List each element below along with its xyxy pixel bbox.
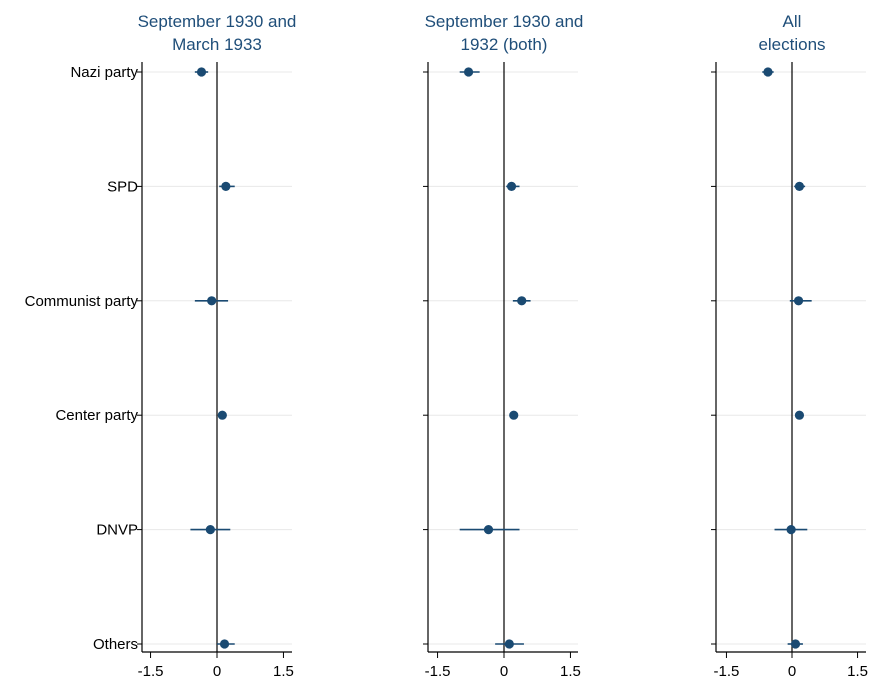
panel-2-point-others: [505, 639, 514, 648]
panel-3-title-line-2: elections: [758, 35, 825, 54]
panel-1-point-spd: [221, 182, 230, 191]
panel-3-title-line-1: All: [783, 12, 802, 31]
panel-3-point-center-party: [795, 411, 804, 420]
panel-2-point-communist-party: [517, 296, 526, 305]
panel-1-title-line-2: March 1933: [172, 35, 262, 54]
panel-3-x-tick-label: 0: [788, 663, 796, 680]
panel-1-x-tick-label: 1.5: [273, 663, 294, 680]
panel-3-x-tick-label: -1.5: [714, 663, 740, 680]
panel-1-title-line-1: September 1930 and: [138, 12, 297, 31]
panel-1-x-tick-label: -1.5: [138, 663, 164, 680]
row-label-others: Others: [93, 636, 138, 653]
panel-3-point-communist-party: [794, 296, 803, 305]
row-label-center-party: Center party: [55, 407, 138, 424]
panel-2-point-nazi-party: [464, 67, 473, 76]
row-label-nazi-party: Nazi party: [70, 64, 138, 81]
panel-1-point-dnvp: [206, 525, 215, 534]
panel-3-point-nazi-party: [763, 67, 772, 76]
panel-3-x-tick-label: 1.5: [847, 663, 868, 680]
panel-2-point-center-party: [509, 411, 518, 420]
panel-2-title-line-2: 1932 (both): [461, 35, 548, 54]
panel-2-title-line-1: September 1930 and: [425, 12, 584, 31]
panel-1-point-communist-party: [207, 296, 216, 305]
row-label-dnvp: DNVP: [96, 522, 138, 539]
panel-2-point-dnvp: [484, 525, 493, 534]
row-label-communist-party: Communist party: [25, 293, 139, 310]
panel-3-point-others: [791, 639, 800, 648]
panel-1-point-nazi-party: [197, 67, 206, 76]
panel-3-point-dnvp: [787, 525, 796, 534]
panel-1-point-center-party: [218, 411, 227, 420]
panel-1-x-tick-label: 0: [213, 663, 221, 680]
row-label-spd: SPD: [107, 178, 138, 195]
panel-1-point-others: [220, 639, 229, 648]
panel-2-point-spd: [507, 182, 516, 191]
panel-2-x-tick-label: 0: [500, 663, 508, 680]
panel-2-x-tick-label: -1.5: [425, 663, 451, 680]
panel-2-x-tick-label: 1.5: [560, 663, 581, 680]
panel-3-point-spd: [795, 182, 804, 191]
